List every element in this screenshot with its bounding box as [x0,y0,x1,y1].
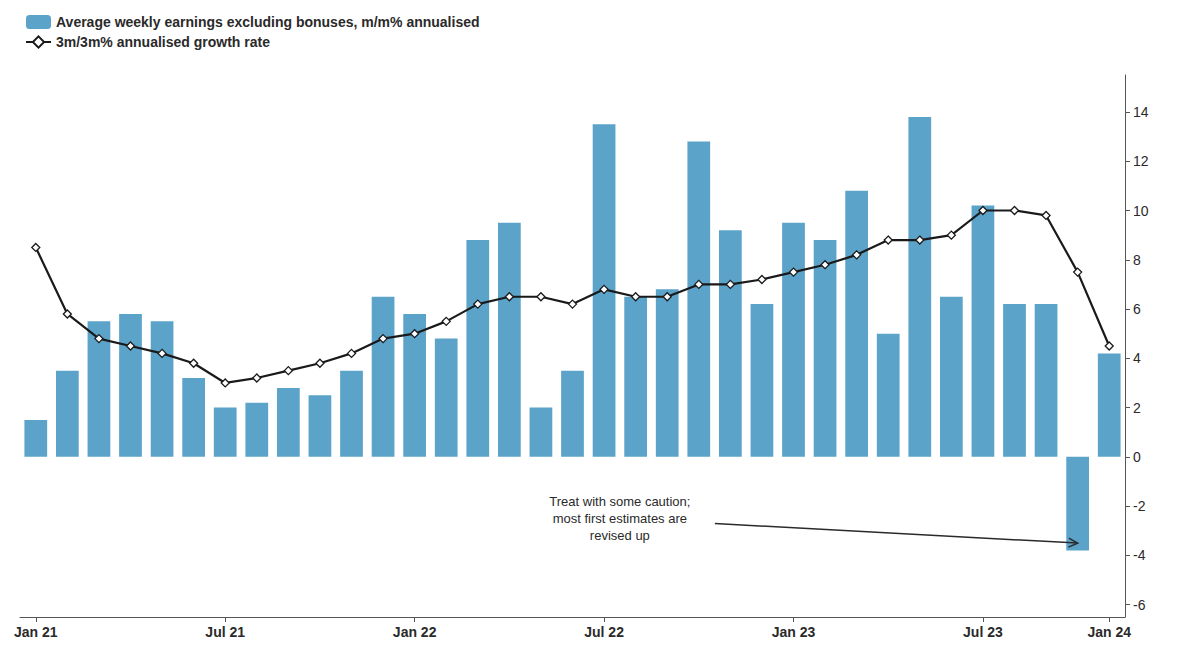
svg-text:Average weekly earnings exclud: Average weekly earnings excluding bonuse… [56,14,480,30]
svg-text:4: 4 [1133,350,1141,366]
svg-text:0: 0 [1133,449,1141,465]
svg-text:10: 10 [1133,203,1149,219]
svg-text:-4: -4 [1133,547,1146,563]
svg-text:12: 12 [1133,153,1149,169]
svg-text:Jan 21: Jan 21 [14,624,58,640]
svg-text:most first estimates are: most first estimates are [553,511,687,526]
svg-text:revised up: revised up [590,528,650,543]
svg-text:Jan 24: Jan 24 [1087,624,1131,640]
svg-text:2: 2 [1133,400,1141,416]
svg-text:6: 6 [1133,301,1141,317]
svg-text:Jan 22: Jan 22 [393,624,437,640]
svg-text:8: 8 [1133,252,1141,268]
svg-text:-2: -2 [1133,498,1146,514]
svg-text:3m/3m% annualised growth rate: 3m/3m% annualised growth rate [56,34,270,50]
svg-text:Treat with some caution;: Treat with some caution; [549,494,690,509]
svg-text:Jul 21: Jul 21 [205,624,245,640]
svg-text:Jul 23: Jul 23 [963,624,1003,640]
svg-text:Jul 22: Jul 22 [584,624,624,640]
svg-text:14: 14 [1133,104,1149,120]
svg-text:-6: -6 [1133,597,1146,613]
svg-text:Jan 23: Jan 23 [772,624,816,640]
